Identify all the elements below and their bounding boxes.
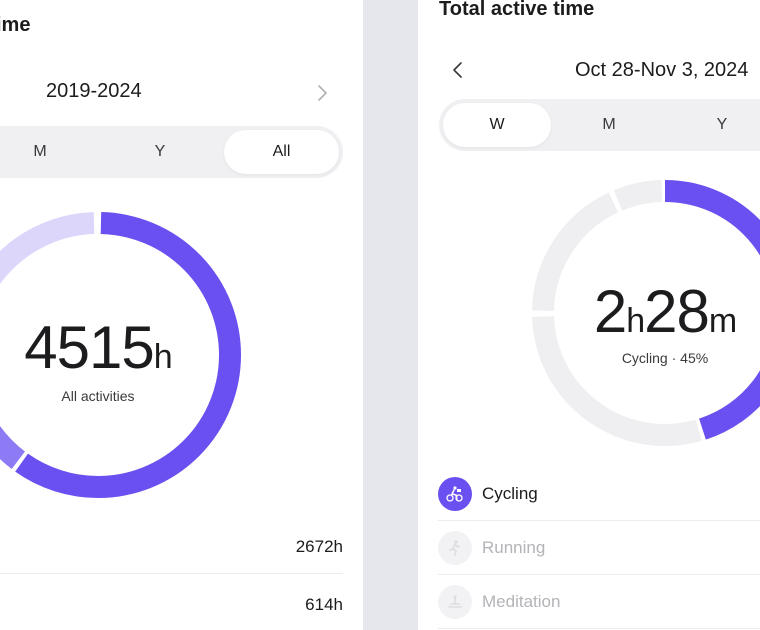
tab-year[interactable]: Y bbox=[682, 103, 760, 147]
previous-period-button[interactable] bbox=[446, 58, 470, 82]
activity-item-meditation[interactable]: Meditation bbox=[438, 575, 760, 629]
right-panel: Total active time Oct 28-Nov 3, 2024 W M… bbox=[418, 0, 760, 630]
donut-center: 2h28m Cycling · 45% bbox=[565, 278, 760, 367]
date-range-label: Oct 28-Nov 3, 2024 bbox=[575, 59, 749, 81]
activity-item-cycling[interactable]: Cycling bbox=[438, 467, 760, 521]
tab-month-label: M bbox=[602, 116, 616, 133]
tab-week[interactable]: W bbox=[443, 103, 551, 147]
donut-center: 4515h All activities bbox=[0, 314, 198, 405]
left-panel: ime 2019-2024 M Y All 4515h All activiti… bbox=[0, 0, 363, 630]
tab-year-label: Y bbox=[716, 116, 728, 133]
tab-month[interactable]: M bbox=[0, 130, 80, 174]
period-segmented-control: W M Y bbox=[439, 99, 760, 151]
donut-subtitle: Cycling · 45% bbox=[621, 350, 709, 366]
activity-hours: 2672h bbox=[295, 536, 343, 556]
activity-item-running[interactable]: Running bbox=[438, 521, 760, 575]
tab-month[interactable]: M bbox=[569, 103, 649, 147]
weekly-donut-chart bbox=[532, 180, 760, 446]
chevron-left-icon bbox=[453, 62, 462, 78]
segment-running bbox=[532, 180, 760, 446]
tab-all[interactable]: All bbox=[224, 130, 339, 174]
segment-cycling bbox=[532, 180, 760, 446]
total-hours: 4515h bbox=[24, 314, 172, 381]
segment-activity-1 bbox=[0, 212, 241, 498]
tab-week-label: W bbox=[489, 116, 505, 133]
next-period-button[interactable] bbox=[310, 81, 334, 105]
page-title: ime bbox=[0, 14, 31, 36]
activity-label: Cycling bbox=[482, 483, 538, 503]
activity-label: Running bbox=[482, 537, 546, 557]
chevron-right-icon bbox=[318, 85, 327, 101]
period-segmented-control: M Y All bbox=[0, 126, 343, 178]
page-title: Total active time bbox=[439, 0, 595, 20]
activity-row[interactable]: 614h bbox=[0, 578, 343, 630]
tab-all-label: All bbox=[272, 143, 291, 160]
total-time: 2h28m bbox=[593, 278, 737, 345]
tab-year[interactable]: Y bbox=[120, 130, 200, 174]
cycling-icon bbox=[438, 476, 472, 511]
tab-month-label: M bbox=[33, 143, 47, 160]
meditation-icon bbox=[438, 584, 472, 619]
activity-label: Meditation bbox=[482, 591, 561, 611]
activity-hours: 614h bbox=[305, 595, 343, 614]
running-icon bbox=[438, 530, 472, 565]
tab-year-label: Y bbox=[154, 143, 166, 160]
date-range-label: 2019-2024 bbox=[46, 80, 142, 102]
activity-donut-chart bbox=[0, 212, 241, 498]
activity-row[interactable]: 2672h bbox=[0, 520, 343, 574]
donut-subtitle: All activities bbox=[61, 388, 135, 404]
